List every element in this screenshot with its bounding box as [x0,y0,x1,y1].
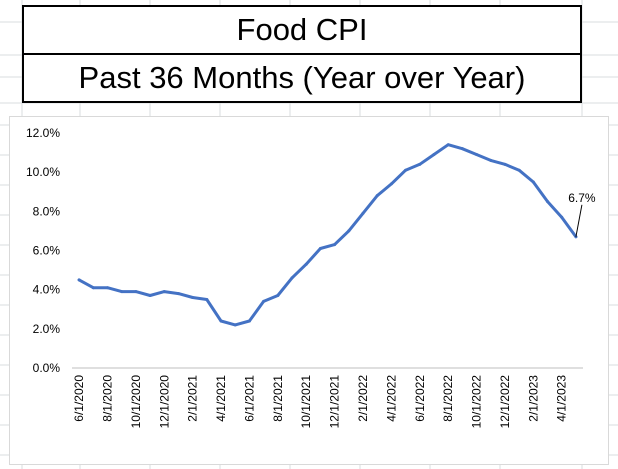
data-point [105,286,109,290]
data-point [432,153,436,157]
x-tick-label: 2/1/2022 [356,375,370,422]
data-point [134,290,138,294]
chart-title-text: Food CPI [236,12,368,47]
y-tick-label: 0.0% [33,361,61,375]
y-tick-label: 12.0% [26,126,60,140]
data-point [517,168,521,172]
x-tick-label: 10/1/2022 [470,375,484,429]
data-point [418,162,422,166]
data-point [233,323,237,327]
data-point [404,168,408,172]
data-point [148,294,152,298]
data-point [91,286,95,290]
x-tick-label: 12/1/2021 [328,375,342,429]
x-tick-label: 12/1/2022 [498,375,512,429]
data-point [475,153,479,157]
x-tick-label: 10/1/2021 [299,375,313,429]
x-tick-label: 4/1/2023 [555,375,569,422]
chart-plot-area: 0.0% 2.0% 4.0% 6.0% 8.0% 10.0% 12.0% 6/1/2020 8/… [26,126,596,429]
data-point [205,297,209,301]
y-tick-label: 10.0% [26,165,60,179]
data-point [191,296,195,299]
data-point [276,294,280,298]
data-point [546,200,550,204]
data-point [503,162,507,166]
data-point [120,290,124,294]
x-tick-label: 2/1/2021 [186,375,200,422]
data-point [531,180,535,184]
data-point [176,292,180,296]
data-point [247,319,251,323]
line-chart[interactable]: 0.0% 2.0% 4.0% 6.0% 8.0% 10.0% 12.0% 6/1/2020 8/… [9,116,609,465]
y-tick-label: 2.0% [33,322,61,336]
y-tick-label: 6.0% [33,244,61,258]
data-point [560,215,564,219]
x-tick-label: 8/1/2022 [441,375,455,422]
x-tick-label: 4/1/2021 [214,375,228,422]
data-point [304,262,308,266]
annotation-leader-line [575,204,583,237]
data-point [389,182,393,186]
data-point [489,158,493,162]
x-tick-label: 8/1/2021 [271,375,285,422]
series-line [77,143,578,327]
data-point [219,319,223,323]
data-point [375,194,379,198]
x-tick-label: 6/1/2021 [242,375,256,422]
y-tick-label: 4.0% [33,283,61,297]
x-tick-label: 12/1/2020 [157,375,171,429]
y-tick-label: 8.0% [33,204,61,218]
data-point [347,229,351,233]
data-point [77,278,81,282]
data-point [318,247,322,251]
data-point [290,276,294,280]
x-tick-label: 6/1/2022 [413,375,427,422]
x-tick-label: 6/1/2020 [72,375,86,422]
x-tick-label: 2/1/2023 [526,375,540,422]
chart-subtitle-text: Past 36 Months (Year over Year) [78,60,526,95]
data-point [262,299,266,303]
x-tick-label: 8/1/2020 [100,375,114,422]
data-point [361,211,365,215]
annotation-label: 6.7% [568,191,596,205]
data-point [460,147,464,151]
x-tick-label: 10/1/2020 [129,375,143,429]
x-tick-label: 4/1/2022 [384,375,398,422]
data-point [333,243,337,247]
data-point [446,143,450,147]
chart-title-cell[interactable]: Food CPI [22,5,582,55]
chart-subtitle-cell[interactable]: Past 36 Months (Year over Year) [22,55,582,103]
data-point [162,290,166,294]
